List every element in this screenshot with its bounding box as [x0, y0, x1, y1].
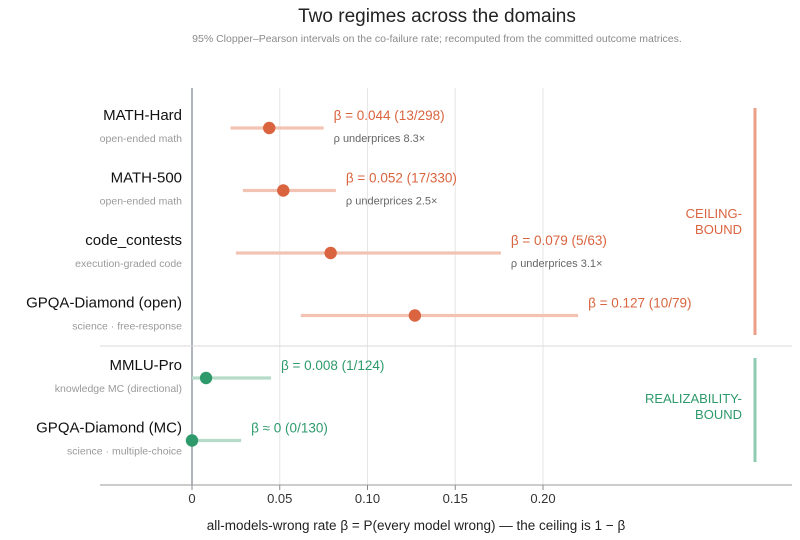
- group-label: CEILING-BOUND: [686, 206, 742, 237]
- domain-subtitle: execution-graded code: [75, 258, 182, 270]
- beta-label: β = 0.052 (17/330): [346, 171, 457, 186]
- domain-subtitle: science · multiple-choice: [67, 446, 182, 458]
- x-tick-label: 0.15: [443, 491, 468, 506]
- underprice-note: ρ underprices 8.3×: [334, 133, 426, 145]
- point-estimate: [324, 246, 337, 260]
- point-estimate: [277, 184, 290, 197]
- domain-label: GPQA-Diamond (MC): [36, 420, 182, 437]
- beta-label: β ≈ 0 (0/130): [251, 421, 328, 436]
- beta-label: β = 0.044 (13/298): [334, 108, 445, 123]
- underprice-note: ρ underprices 3.1×: [511, 258, 603, 270]
- x-tick-label: 0: [188, 491, 195, 506]
- domain-subtitle: knowledge MC (directional): [55, 383, 182, 395]
- domain-subtitle: open-ended math: [100, 133, 182, 145]
- chart-title: Two regimes across the domains: [298, 6, 576, 27]
- underprice-note: ρ underprices 2.5×: [346, 196, 438, 208]
- chart-subtitle: 95% Clopper–Pearson intervals on the co-…: [192, 33, 682, 45]
- point-estimate: [263, 121, 276, 135]
- point-estimate: [408, 309, 422, 322]
- beta-label: β = 0.079 (5/63): [511, 233, 607, 248]
- x-tick-label: 0.20: [530, 491, 555, 506]
- x-tick-label: 0.10: [355, 491, 380, 506]
- beta-label: β = 0.008 (1/124): [281, 358, 384, 373]
- domain-label: code_contests: [85, 232, 182, 249]
- domain-label: MATH-500: [111, 170, 182, 187]
- beta-label: β = 0.127 (10/79): [588, 296, 691, 311]
- group-label: REALIZABILITY-BOUND: [645, 391, 742, 422]
- x-axis-label: all-models-wrong rate β = P(every model …: [207, 518, 626, 533]
- domain-subtitle: open-ended math: [100, 196, 182, 208]
- domain-label: MMLU-Pro: [109, 357, 182, 374]
- domain-label: MATH-Hard: [103, 107, 182, 124]
- point-estimate: [185, 434, 199, 447]
- domain-subtitle: science · free-response: [72, 321, 182, 333]
- point-estimate: [199, 371, 213, 385]
- x-tick-label: 0.05: [267, 491, 292, 506]
- domain-label: GPQA-Diamond (open): [26, 295, 182, 312]
